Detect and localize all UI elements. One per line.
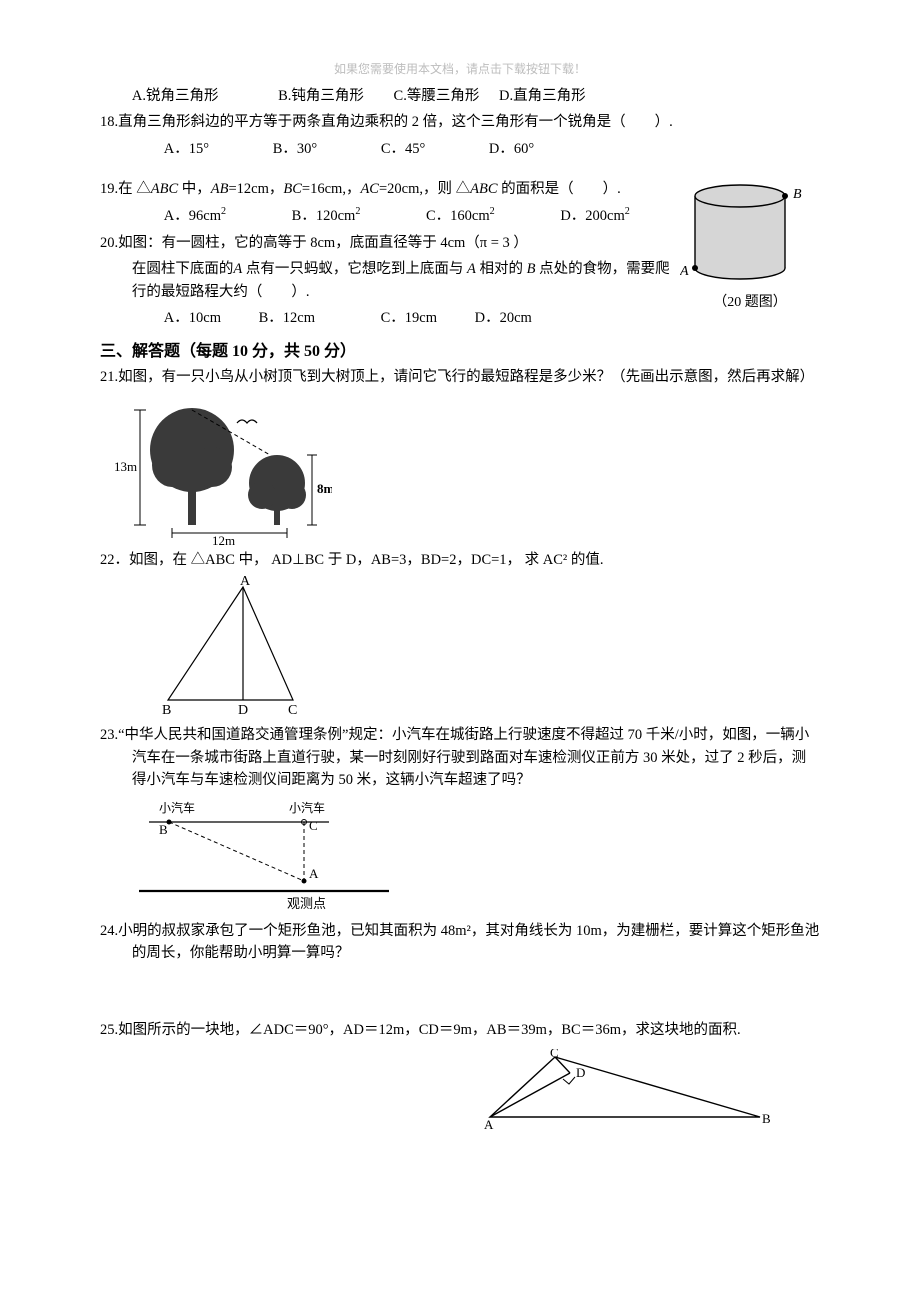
q17-options: A.锐角三角形 B.钝角三角形 C.等腰三角形 D.直角三角形 <box>100 85 820 107</box>
q17-opt-a: A.锐角三角形 <box>132 88 219 104</box>
q21-num: 21. <box>100 369 118 385</box>
svg-text:B: B <box>793 187 802 202</box>
q20-line2: 在圆柱下底面的A 点有一只蚂蚁，它想吃到上底面与 A 相对的 B 点处的食物，需… <box>100 258 672 303</box>
svg-text:C: C <box>309 818 318 833</box>
svg-text:A: A <box>309 866 319 881</box>
svg-text:C: C <box>550 1049 559 1060</box>
q24-num: 24. <box>100 923 118 939</box>
svg-text:B: B <box>159 822 168 837</box>
q17-opt-b: B.钝角三角形 <box>278 88 364 104</box>
q18-body: 直角三角形斜边的平方等于两条直角边乘积的 2 倍，这个三角形有一个锐角是（ ）. <box>118 114 673 130</box>
q17-opt-d: D.直角三角形 <box>499 88 586 104</box>
svg-text:13m: 13m <box>114 459 137 474</box>
q22-figure: A B D C <box>158 575 820 720</box>
q21-figure: 13m 8m 12m <box>112 395 820 545</box>
svg-text:C: C <box>288 703 297 718</box>
q20-num: 20. <box>100 235 118 251</box>
q17-opt-c: C.等腰三角形 <box>394 88 480 104</box>
svg-text:小汽车: 小汽车 <box>289 800 325 815</box>
q19-text: 19.在 △ABC 中，AB=12cm，BC=16cm,，AC=20cm,，则 … <box>100 178 672 200</box>
svg-text:A: A <box>680 264 689 279</box>
svg-text:B: B <box>162 703 171 718</box>
q20-line1: 20.如图：有一圆柱，它的高等于 8cm，底面直径等于 4cm（π = 3 ） <box>100 232 672 254</box>
q25-figure: C D A B <box>480 1049 820 1129</box>
q19-num: 19. <box>100 181 118 197</box>
q18-opt-b: B．30° <box>273 138 317 160</box>
svg-text:D: D <box>238 703 248 718</box>
svg-text:D: D <box>576 1065 585 1080</box>
svg-text:小汽车: 小汽车 <box>159 800 195 815</box>
q25-text: 25.如图所示的一块地，∠ADC＝90°，AD＝12m，CD＝9m，AB＝39m… <box>100 1019 820 1041</box>
q18-opt-a: A．15° <box>164 138 209 160</box>
q18-num: 18. <box>100 114 118 130</box>
q20-options: A．10cm B．12cm C．19cm D．20cm <box>100 307 672 329</box>
cylinder-svg: A B <box>680 178 810 288</box>
q20-opt-c: C．19cm <box>381 307 437 329</box>
q19-opt-d: D．200cm2 <box>560 204 630 227</box>
svg-text:12m: 12m <box>212 533 235 545</box>
q23-text: 23.“中华人民共和国道路交通管理条例”规定：小汽车在城街路上行驶速度不得超过 … <box>100 724 820 791</box>
svg-text:A: A <box>240 575 251 589</box>
q19-q20-row: 19.在 △ABC 中，AB=12cm，BC=16cm,，AC=20cm,，则 … <box>100 178 820 334</box>
q20-opt-a: A．10cm <box>164 307 221 329</box>
q20-opt-b: B．12cm <box>259 307 315 329</box>
q19-opt-b: B．120cm2 <box>292 204 361 227</box>
q18-opt-c: C．45° <box>381 138 425 160</box>
q19-opt-a: A．96cm2 <box>164 204 226 227</box>
q20-opt-d: D．20cm <box>475 307 532 329</box>
svg-text:A: A <box>484 1117 494 1129</box>
q20-figure: A B （20 题图） <box>680 178 820 314</box>
q22-text: 22．如图，在 △ABC 中， AD⊥BC 于 D，AB=3，BD=2，DC=1… <box>100 549 820 571</box>
svg-text:观测点: 观测点 <box>287 896 326 911</box>
svg-text:8m: 8m <box>317 481 332 496</box>
header-download-note: 如果您需要使用本文档，请点击下载按钮下载！ <box>100 60 820 79</box>
q22-num: 22． <box>100 552 129 568</box>
q21-text: 21.如图，有一只小鸟从小树顶飞到大树顶上，请问它飞行的最短路程是多少米？（先画… <box>100 366 820 388</box>
q24-text: 24.小明的叔叔家承包了一个矩形鱼池，已知其面积为 48m²，其对角线长为 10… <box>100 920 820 965</box>
q19-options: A．96cm2 B．120cm2 C．160cm2 D．200cm2 <box>100 204 672 227</box>
q23-num: 23. <box>100 727 118 743</box>
q20-caption: （20 题图） <box>680 292 820 314</box>
section-3-title: 三、解答题（每题 10 分，共 50 分） <box>100 340 820 365</box>
svg-text:B: B <box>762 1111 771 1126</box>
q18-text: 18.直角三角形斜边的平方等于两条直角边乘积的 2 倍，这个三角形有一个锐角是（… <box>100 111 820 133</box>
q18-options: A．15° B．30° C．45° D．60° <box>100 138 820 160</box>
q19-opt-c: C．160cm2 <box>426 204 495 227</box>
q18-opt-d: D．60° <box>489 138 534 160</box>
q25-num: 25. <box>100 1022 118 1038</box>
q23-figure: 小汽车 B 小汽车 C A 观测点 <box>129 796 820 916</box>
